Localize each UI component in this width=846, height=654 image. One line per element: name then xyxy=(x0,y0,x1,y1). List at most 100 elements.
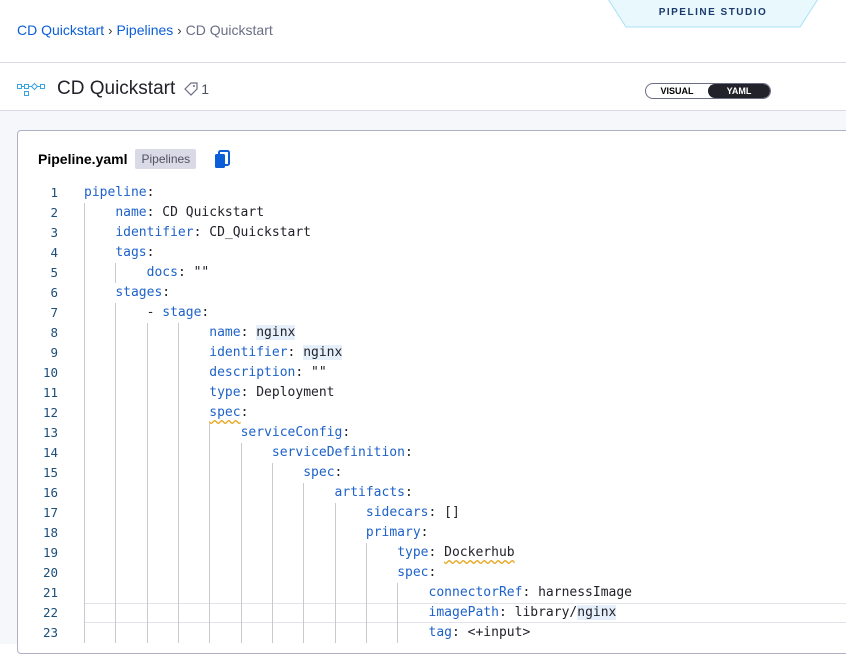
line-number: 15 xyxy=(42,465,58,480)
visual-option[interactable]: VISUAL xyxy=(660,86,694,96)
yaml-key: serviceConfig xyxy=(240,425,343,440)
yaml-value-highlight: nginx xyxy=(577,605,617,620)
line-number: 22 xyxy=(42,605,58,620)
tags-indicator[interactable]: 1 xyxy=(183,81,209,97)
code-line[interactable]: 11 type: Deployment xyxy=(18,383,846,403)
indent-guide xyxy=(177,463,179,483)
yaml-key: identifier xyxy=(115,225,194,240)
indent-guide xyxy=(84,463,85,483)
code-line[interactable]: 10 description: "" xyxy=(18,363,846,383)
code-line[interactable]: 20 spec: xyxy=(18,563,846,583)
indent-guide xyxy=(271,503,273,523)
code-line[interactable]: 12 spec: xyxy=(18,403,846,423)
code-text: serviceConfig: xyxy=(240,425,358,440)
indent-guide xyxy=(115,363,117,383)
code-text: spec: xyxy=(397,565,445,580)
indent-guide xyxy=(84,243,85,263)
yaml-key: tags xyxy=(115,245,147,260)
line-number: 1 xyxy=(50,185,58,200)
line-number: 11 xyxy=(42,385,58,400)
code-line[interactable]: 7 - stage: xyxy=(18,303,846,323)
yaml-code-editor[interactable]: 1 pipeline: 2 name: CD Quickstart 3 identifi… xyxy=(18,183,846,643)
indent-guide xyxy=(271,623,273,643)
entity-badge: Pipelines xyxy=(135,149,197,169)
code-line[interactable]: 19 type: Dockerhub xyxy=(18,543,846,563)
indent-guide xyxy=(115,463,117,483)
code-line[interactable]: 6 stages: xyxy=(18,283,846,303)
code-line[interactable]: 23 tag: <+input> xyxy=(18,623,846,643)
yaml-value: CD_Quickstart xyxy=(209,225,311,240)
code-text: serviceDefinition: xyxy=(271,445,421,460)
code-line[interactable]: 13 serviceConfig: xyxy=(18,423,846,443)
yaml-value: CD Quickstart xyxy=(162,205,265,220)
code-line[interactable]: 4 tags: xyxy=(18,243,846,263)
yaml-key: artifacts xyxy=(334,485,405,500)
indent-guide xyxy=(334,623,336,643)
code-line[interactable]: 5 docs: "" xyxy=(18,263,846,283)
code-line[interactable]: 2 name: CD Quickstart xyxy=(18,203,846,223)
line-number: 12 xyxy=(42,405,58,420)
indent-guide xyxy=(271,563,273,583)
indent-guide xyxy=(271,543,273,563)
tag-count: 1 xyxy=(201,81,210,97)
indent-guide xyxy=(115,323,117,343)
code-line[interactable]: 9 identifier: nginx xyxy=(18,343,846,363)
indent-guide xyxy=(240,503,242,523)
indent-guide xyxy=(397,603,399,623)
indent-guide xyxy=(177,343,179,363)
indent-guide xyxy=(271,583,273,603)
indent-guide xyxy=(84,603,85,623)
code-line[interactable]: 1 pipeline: xyxy=(18,183,846,203)
indent-guide xyxy=(115,503,117,523)
indent-guide xyxy=(146,603,148,623)
code-text: tags: xyxy=(115,245,163,260)
indent-guide xyxy=(84,403,85,423)
code-line[interactable]: 16 artifacts: xyxy=(18,483,846,503)
line-number: 9 xyxy=(50,345,58,360)
code-line[interactable]: 15 spec: xyxy=(18,463,846,483)
indent-guide xyxy=(115,303,117,323)
yaml-key: spec xyxy=(303,465,335,480)
yaml-value: harnessImage xyxy=(538,585,633,600)
indent-guide xyxy=(365,623,367,643)
indent-guide xyxy=(115,623,117,643)
line-number: 19 xyxy=(42,545,58,560)
line-number: 13 xyxy=(42,425,58,440)
code-text: identifier: CD_Quickstart xyxy=(115,225,311,240)
yaml-value: nginx xyxy=(256,325,296,340)
code-line[interactable]: 17 sidecars: [] xyxy=(18,503,846,523)
indent-guide xyxy=(240,483,242,503)
indent-guide xyxy=(115,583,117,603)
code-line[interactable]: 18 primary: xyxy=(18,523,846,543)
yaml-key: pipeline xyxy=(84,185,147,200)
code-line[interactable]: 8 name: nginx xyxy=(18,323,846,343)
code-text: name: nginx xyxy=(209,325,296,340)
yaml-option[interactable]: YAML xyxy=(708,84,770,98)
indent-guide xyxy=(240,623,242,643)
indent-guide xyxy=(84,343,85,363)
indent-guide xyxy=(84,363,85,383)
indent-guide xyxy=(146,623,148,643)
indent-guide xyxy=(115,263,117,283)
line-number: 17 xyxy=(42,505,58,520)
code-line[interactable]: 3 identifier: CD_Quickstart xyxy=(18,223,846,243)
breadcrumb: CD Quickstart › Pipelines › CD Quickstar… xyxy=(17,22,273,38)
line-number: 21 xyxy=(42,585,58,600)
code-line[interactable]: 14 serviceDefinition: xyxy=(18,443,846,463)
indent-guide xyxy=(271,463,273,483)
code-line[interactable]: 22 imagePath: library/nginx xyxy=(18,603,846,623)
indent-guide xyxy=(84,423,85,443)
indent-guide xyxy=(303,543,305,563)
code-line[interactable]: 21 connectorRef: harnessImage xyxy=(18,583,846,603)
indent-guide xyxy=(146,583,148,603)
indent-guide xyxy=(146,503,148,523)
breadcrumb-pipelines[interactable]: Pipelines xyxy=(116,22,174,38)
indent-guide xyxy=(334,563,336,583)
copy-icon[interactable] xyxy=(212,149,232,169)
indent-guide xyxy=(115,603,117,623)
view-toggle[interactable]: VISUAL YAML xyxy=(645,83,771,99)
indent-guide xyxy=(84,443,85,463)
breadcrumb-project[interactable]: CD Quickstart xyxy=(17,22,105,38)
yaml-key: identifier xyxy=(209,345,288,360)
breadcrumb-current: CD Quickstart xyxy=(185,22,273,38)
